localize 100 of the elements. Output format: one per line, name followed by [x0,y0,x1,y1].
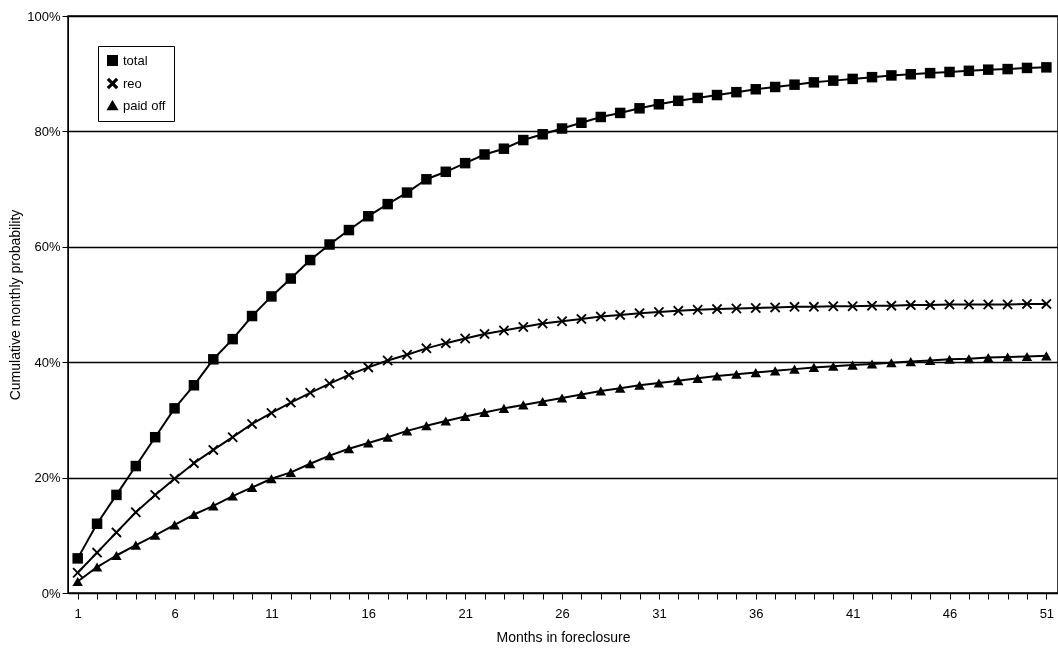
point [828,75,839,86]
point [1002,352,1013,362]
point [208,354,219,365]
point [227,431,238,443]
point [304,254,316,266]
point [343,444,355,454]
point [944,66,955,78]
y-tick-label: 60% [34,239,61,255]
point [595,311,607,322]
point [72,567,83,579]
point [363,362,374,373]
point [421,421,432,431]
point [711,303,723,315]
point [518,321,529,333]
point [537,129,548,140]
point [285,273,297,284]
x-tick-label: 6 [171,605,179,621]
point [130,506,142,518]
point [91,518,103,529]
point [149,431,161,443]
x-tick-label: 16 [361,605,377,621]
point [324,451,335,461]
x-tick-label: 41 [845,605,861,621]
y-tick-label: 20% [34,470,61,486]
point [169,520,180,530]
point [188,457,200,469]
point [828,361,839,371]
x-tick-label: 1 [74,605,82,621]
point [576,389,587,400]
point [1021,298,1033,310]
point [673,95,684,107]
point [828,300,839,312]
point [188,509,200,520]
point [556,123,568,134]
point [498,403,510,413]
legend-label: total [123,52,148,68]
point [518,134,529,146]
y-axis-title: Cumulative monthly probability [7,209,24,401]
point [246,310,258,322]
legend-label: paid off [123,97,166,113]
point [653,99,665,110]
point [769,302,781,313]
point [227,333,238,345]
point [459,157,471,169]
point [304,459,316,469]
point [614,107,626,119]
point [983,299,994,310]
point [188,380,200,391]
point [91,562,103,572]
x-tick-label: 31 [652,605,667,621]
point [479,407,490,417]
x-tick-label: 21 [458,605,473,621]
point [963,65,975,77]
point [924,299,936,311]
x-tick-label: 26 [555,605,570,621]
point [382,432,393,442]
point [711,371,723,381]
point [924,355,936,366]
point [750,302,762,314]
point [382,355,393,366]
point [208,501,219,511]
point [169,403,180,414]
point [363,438,374,448]
point [556,315,568,327]
point [731,86,742,98]
point [769,366,781,376]
x-tick-label: 46 [942,605,958,621]
point [808,77,820,88]
point [886,70,897,81]
point [479,149,490,160]
point [983,64,994,75]
point [149,530,161,540]
point [208,444,219,456]
point [847,73,858,85]
point [324,239,335,250]
point [847,360,858,370]
point [847,300,858,312]
point [905,357,916,367]
point [440,166,452,178]
point [401,187,413,198]
point [653,306,665,318]
point [227,491,238,501]
x-tick-label: 36 [749,605,764,621]
point [692,373,703,383]
point [343,369,355,381]
point [731,303,742,314]
point [924,67,936,79]
point [440,337,452,349]
point [711,89,723,101]
point [1002,299,1013,310]
y-tick-label: 0% [41,585,61,601]
x-tick-label: 51 [1039,605,1055,621]
point [149,489,161,501]
point [886,300,897,311]
point [944,354,955,364]
point [866,71,878,83]
point [130,460,142,472]
point [808,301,820,313]
x-axis-title: Months in foreclosure [496,628,631,645]
point [421,343,432,354]
